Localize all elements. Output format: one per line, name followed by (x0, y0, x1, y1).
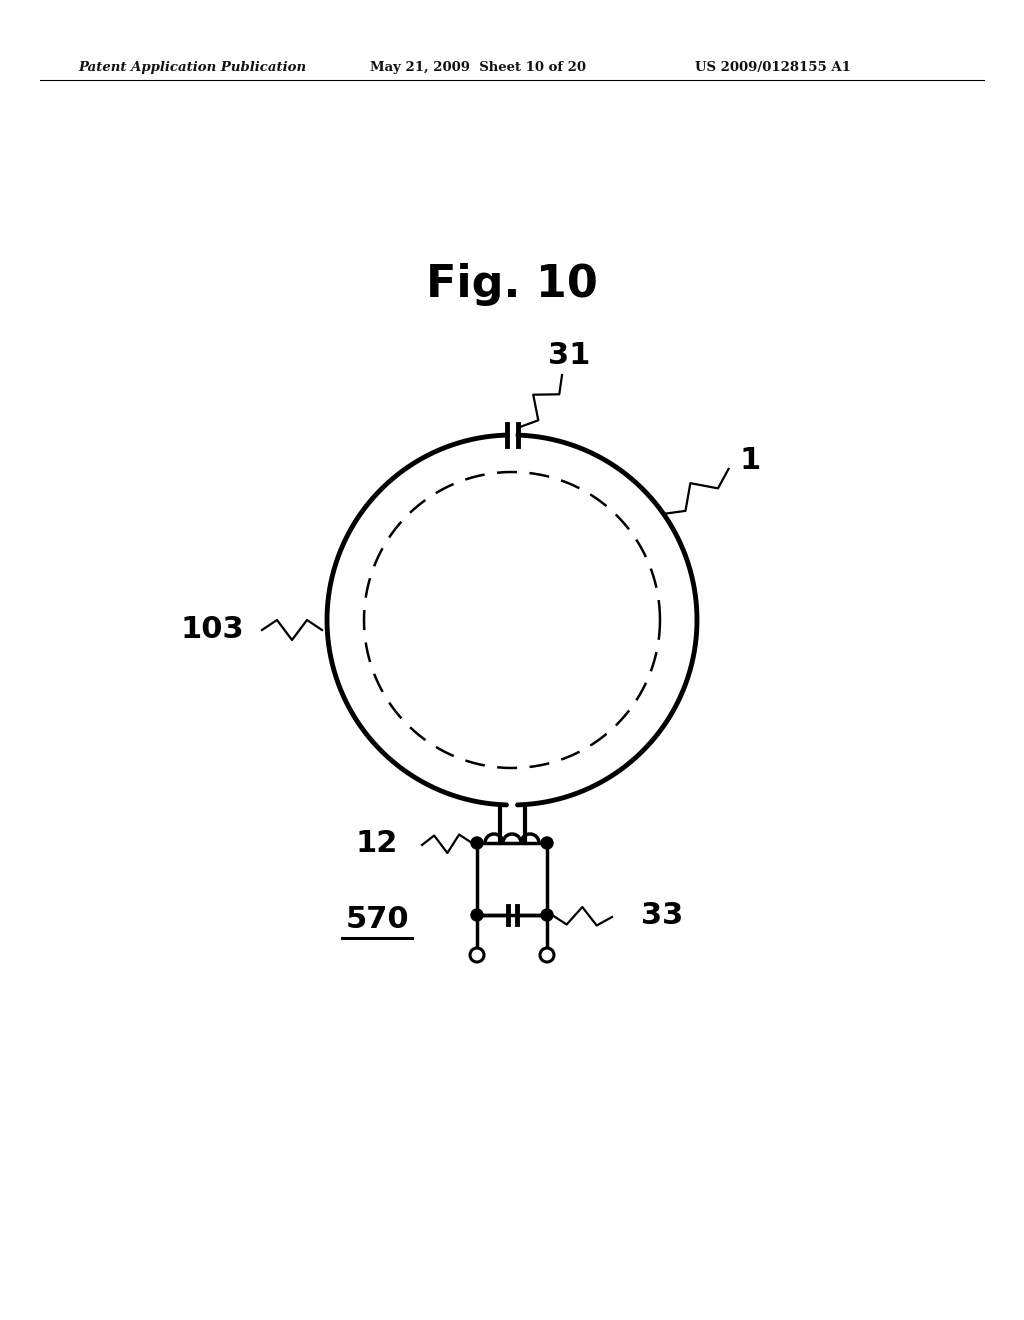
Text: Patent Application Publication: Patent Application Publication (78, 62, 306, 74)
Text: US 2009/0128155 A1: US 2009/0128155 A1 (695, 62, 851, 74)
Text: Fig. 10: Fig. 10 (426, 264, 598, 306)
Text: 12: 12 (355, 829, 398, 858)
Text: May 21, 2009  Sheet 10 of 20: May 21, 2009 Sheet 10 of 20 (370, 62, 586, 74)
Text: 1: 1 (740, 446, 761, 475)
Circle shape (541, 909, 553, 921)
Circle shape (541, 837, 553, 849)
Circle shape (471, 837, 483, 849)
Circle shape (471, 909, 483, 921)
Text: 570: 570 (345, 906, 409, 935)
Circle shape (470, 948, 484, 962)
Text: 33: 33 (641, 900, 683, 929)
Circle shape (540, 948, 554, 962)
Text: 31: 31 (548, 341, 590, 370)
Text: 103: 103 (180, 615, 244, 644)
